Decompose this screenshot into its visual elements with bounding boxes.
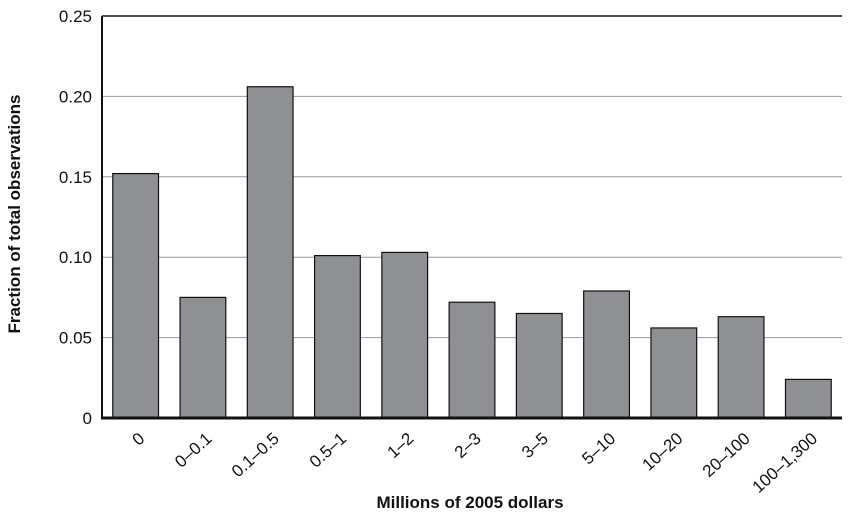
bars	[112, 86, 832, 419]
y-axis-title: Fraction of total observations	[5, 95, 24, 334]
x-tick-label: 10–20	[639, 429, 687, 475]
x-tick-label: 20–100	[699, 429, 754, 481]
bar	[381, 251, 429, 419]
x-tick-label: 2–3	[451, 429, 485, 462]
x-axis-title: Millions of 2005 dollars	[376, 493, 563, 512]
y-tick-label: 0.10	[59, 248, 92, 267]
x-tick-label: 3–5	[518, 429, 552, 462]
bar	[112, 172, 160, 419]
bar	[246, 86, 294, 419]
x-tick-label: 0.5–1	[306, 429, 350, 472]
x-tick-label: 0	[129, 429, 149, 449]
bar	[448, 301, 496, 419]
y-tick-label: 0.20	[59, 87, 92, 106]
bar	[179, 296, 227, 419]
x-tick-label: 0.1–0.5	[228, 429, 283, 481]
bar	[717, 316, 765, 419]
bar	[583, 290, 631, 419]
axes	[101, 15, 842, 420]
gridlines	[102, 15, 842, 339]
y-tick-label: 0	[83, 409, 92, 428]
bar	[515, 312, 563, 419]
x-tick-label: 0–0.1	[171, 429, 215, 472]
bar	[650, 327, 698, 419]
y-tick-label: 0.15	[59, 168, 92, 187]
x-tick-label: 1–2	[384, 429, 418, 462]
y-tick-labels: 0 0.05 0.10 0.15 0.20 0.25	[59, 7, 92, 428]
bar	[784, 378, 832, 419]
y-tick-label: 0.25	[59, 7, 92, 26]
x-tick-label: 5–10	[578, 429, 619, 468]
bar	[313, 254, 361, 419]
y-tick-label: 0.05	[59, 329, 92, 348]
x-tick-labels: 0 0–0.1 0.1–0.5 0.5–1 1–2 2–3 3–5 5–10 10–20 20–1…	[129, 429, 821, 497]
x-tick-label: 100–1,300	[749, 429, 821, 497]
